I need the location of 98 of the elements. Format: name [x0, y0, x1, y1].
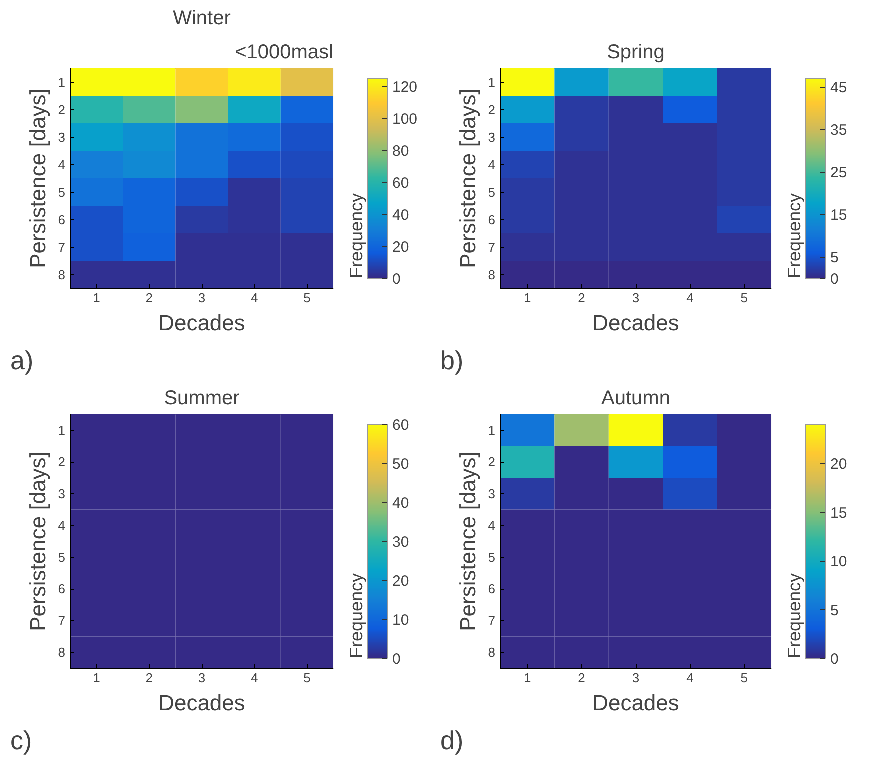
y-tick-label: 2	[488, 102, 496, 118]
color-bar-label: 0	[830, 651, 839, 668]
y-tick-label: 3	[58, 130, 66, 145]
color-bar-title: Frequency	[346, 573, 366, 658]
chart-title: Summer	[164, 388, 240, 410]
x-axis-title: Decades	[158, 310, 246, 336]
color-bar-label: 40	[392, 207, 410, 224]
y-tick-label: 7	[58, 613, 66, 628]
y-axis-title: Persistence [days]	[455, 88, 480, 268]
y-tick-label: 4	[488, 518, 496, 534]
x-axis-title: Decades	[592, 310, 680, 336]
text: c)	[10, 726, 32, 756]
y-tick-label: 8	[488, 267, 496, 282]
color-bar-label: 20	[392, 573, 410, 590]
color-bar-label: 15	[830, 207, 848, 224]
color-bar-label: 5	[830, 602, 839, 620]
y-tick-label: 2	[58, 102, 66, 118]
y-tick-label: 6	[58, 582, 66, 597]
x-tick-label: 3	[198, 290, 206, 306]
y-tick-label: 3	[488, 486, 496, 502]
color-bar-label: 20	[392, 239, 410, 256]
color-bar-label: 0	[830, 271, 839, 288]
color-bar-label: 45	[830, 80, 848, 97]
y-tick-label: 2	[58, 454, 66, 470]
y-tick-label: 7	[488, 240, 496, 255]
color-bar-title: Frequency	[784, 193, 804, 278]
x-tick-label: 5	[304, 670, 311, 686]
y-axis-title: Persistence [days]	[455, 452, 480, 632]
color-bar-label: 10	[830, 554, 848, 570]
color-bar-label: 80	[392, 143, 410, 160]
y-tick-label: 7	[488, 613, 496, 628]
color-bar-label: 50	[392, 456, 410, 473]
x-axis-title: Decades	[158, 690, 246, 716]
y-tick-label: 3	[488, 130, 496, 145]
x-tick-label: 4	[250, 670, 258, 686]
y-tick-label: 1	[488, 74, 496, 90]
color-bar-label: 5	[830, 250, 839, 267]
color-bar-label: 10	[392, 612, 410, 629]
y-tick-label: 3	[58, 486, 66, 502]
color-bar-label: 15	[830, 504, 848, 522]
chart-title: Autumn	[602, 388, 670, 410]
y-tick-label: 8	[58, 645, 66, 660]
chart-title: Spring	[607, 42, 665, 64]
y-tick-label: 8	[58, 267, 66, 282]
chart-subtitle: <1000masl	[235, 42, 334, 64]
x-tick-label: 5	[304, 290, 311, 306]
y-tick-label: 1	[488, 422, 496, 438]
y-tick-label: 8	[488, 645, 496, 660]
x-tick-label: 5	[740, 290, 748, 306]
y-tick-label: 6	[488, 212, 496, 228]
x-tick-label: 1	[524, 670, 532, 686]
x-tick-label: 4	[250, 290, 258, 306]
color-bar-label: 30	[392, 534, 410, 551]
color-bar-label: 25	[830, 164, 848, 182]
y-tick-label: 1	[58, 74, 66, 90]
color-bar-label: 35	[830, 122, 848, 140]
y-axis-title: Persistence [days]	[25, 452, 50, 632]
x-tick-label: 2	[578, 290, 586, 306]
y-tick-label: 4	[488, 157, 496, 172]
y-tick-label: 2	[488, 454, 496, 470]
y-tick-label: 1	[58, 422, 66, 438]
text: b)	[440, 346, 464, 376]
color-bar-label: 20	[830, 456, 848, 473]
chart-title: Winter	[173, 8, 232, 30]
color-bar-label: 0	[392, 651, 401, 668]
y-axis-title: Persistence [days]	[25, 88, 50, 268]
y-tick-label: 4	[58, 518, 66, 534]
x-tick-label: 4	[686, 670, 694, 686]
color-bar-title: Frequency	[784, 573, 804, 658]
x-tick-label: 5	[740, 670, 748, 686]
x-tick-label: 1	[524, 290, 532, 306]
y-tick-label: 5	[488, 184, 496, 200]
x-tick-label: 1	[93, 670, 100, 686]
text: a)	[10, 346, 34, 376]
x-tick-label: 2	[146, 670, 154, 686]
y-tick-label: 5	[58, 184, 66, 200]
color-bar-label: 40	[392, 495, 410, 512]
y-tick-label: 7	[58, 240, 66, 255]
color-bar-label: 0	[392, 271, 401, 288]
color-bar-label: 100	[392, 111, 418, 128]
y-tick-label: 6	[58, 212, 66, 228]
y-tick-label: 5	[488, 550, 496, 565]
x-tick-label: 3	[632, 290, 640, 306]
color-bar-label: 120	[392, 79, 418, 96]
x-tick-label: 3	[198, 670, 206, 686]
x-axis-title: Decades	[592, 690, 680, 716]
x-tick-label: 2	[146, 290, 154, 306]
color-bar-label: 60	[392, 175, 410, 192]
x-tick-label: 4	[686, 290, 694, 306]
x-tick-label: 2	[578, 670, 586, 686]
text: d)	[440, 726, 464, 756]
y-tick-label: 5	[58, 550, 66, 565]
x-tick-label: 1	[93, 290, 100, 306]
x-tick-label: 3	[632, 670, 640, 686]
color-bar-title: Frequency	[346, 193, 366, 278]
y-tick-label: 4	[58, 157, 66, 172]
y-tick-label: 6	[488, 582, 496, 597]
color-bar-label: 60	[392, 417, 410, 434]
